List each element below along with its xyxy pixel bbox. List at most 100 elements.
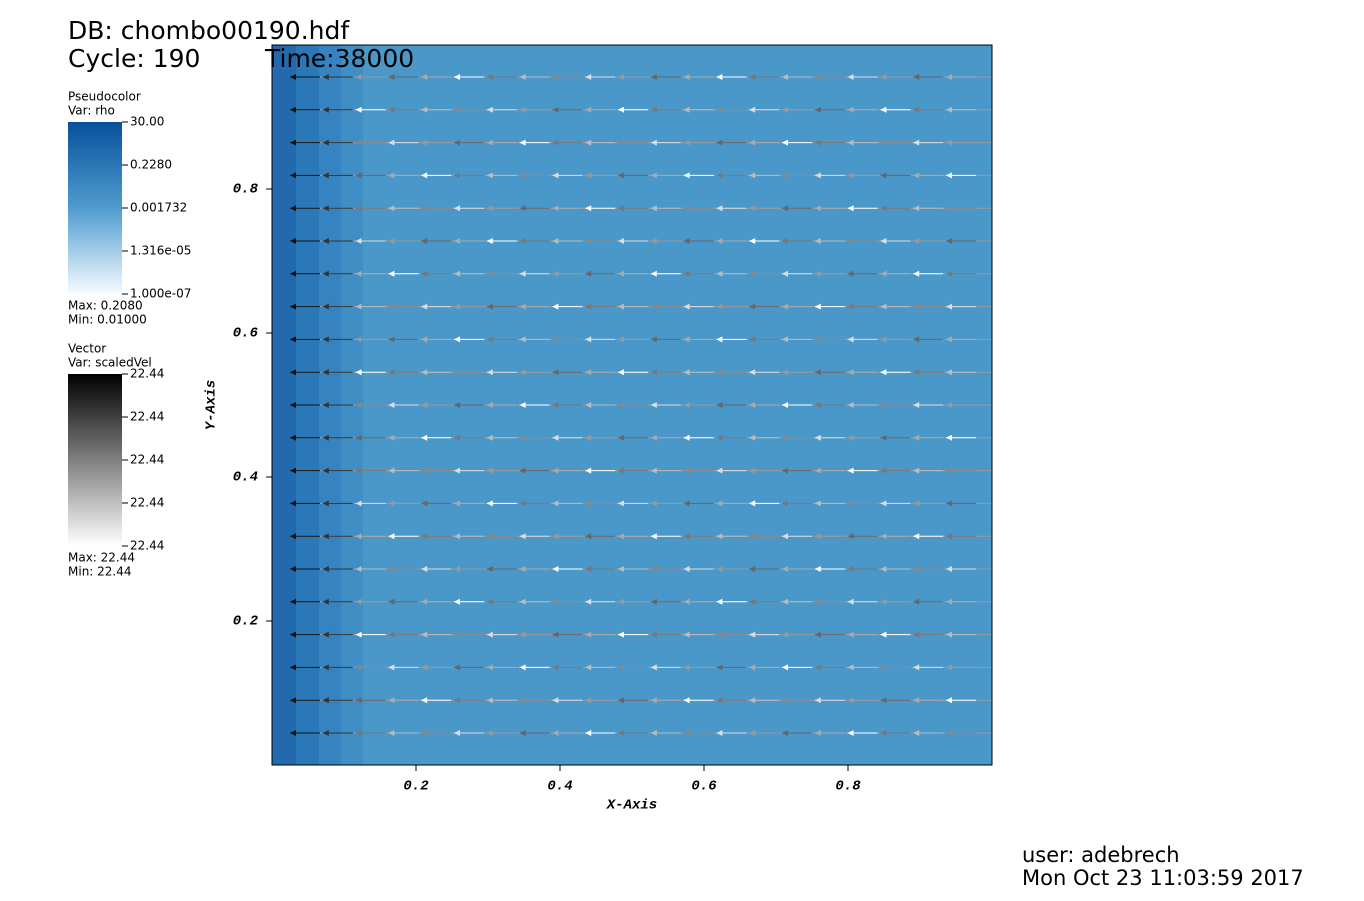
arrow-head [290, 74, 296, 80]
arrow-head [486, 730, 493, 736]
arrow-head [946, 533, 952, 540]
arrow-head [749, 139, 756, 146]
arrow-head [946, 336, 952, 343]
arrow-head [552, 467, 559, 474]
arrow-head [946, 631, 952, 638]
arrow-head [782, 205, 788, 212]
arrow-head [618, 730, 624, 736]
arrow-head [650, 730, 657, 736]
arrow-head [683, 566, 690, 572]
arrow-head [749, 336, 756, 343]
y-axis-label: Y-Axis [204, 380, 220, 430]
arrow-head [355, 205, 362, 212]
arrow-head [585, 402, 592, 408]
arrow-head [749, 106, 756, 113]
arrow-head [421, 238, 428, 244]
arrow-head [749, 500, 756, 507]
arrow-head [946, 664, 952, 671]
arrow-head [486, 697, 493, 704]
arrow-head [618, 172, 624, 179]
arrow-head [585, 139, 592, 146]
arrow-head [290, 664, 296, 671]
arrow-head [749, 270, 756, 277]
arrow-head [519, 336, 526, 343]
arrow-head [618, 402, 624, 408]
arrow-head [519, 402, 526, 408]
arrow-head [486, 598, 493, 605]
arrow-head [847, 402, 854, 408]
arrow-head [552, 74, 559, 80]
arrow-head [618, 500, 624, 507]
y-tick-label: 0.6 [233, 326, 259, 342]
arrow-head [322, 238, 329, 244]
arrow-head [486, 500, 493, 507]
arrow-head [421, 369, 428, 376]
arrow-head [913, 500, 920, 507]
arrow-head [519, 598, 526, 605]
arrow-head [716, 434, 723, 441]
arrow-head [290, 205, 296, 212]
arrow-head [814, 598, 821, 605]
arrow-head [421, 205, 428, 212]
arrow-head [454, 697, 460, 704]
arrow-head [486, 402, 493, 408]
arrow-head [552, 598, 559, 605]
legend-var: Var: scaledVel [68, 356, 152, 370]
arrow-head [322, 270, 329, 277]
arrow-head [454, 270, 460, 277]
arrow-head [913, 730, 920, 736]
arrow-head [880, 467, 887, 474]
arrow-head [519, 533, 526, 540]
arrow-head [847, 598, 854, 605]
arrow-head [322, 303, 329, 310]
arrow-head [618, 369, 624, 376]
arrow-head [814, 172, 821, 179]
arrow-head [716, 205, 723, 212]
arrow-head [946, 598, 952, 605]
arrow-head [552, 730, 559, 736]
arrow-head [552, 336, 559, 343]
arrow-head [519, 303, 526, 310]
arrow-head [814, 664, 821, 671]
arrow-head [650, 336, 657, 343]
arrow-head [421, 500, 428, 507]
colorbar-label: 22.44 [130, 367, 164, 381]
arrow-head [454, 238, 460, 244]
arrow-head [946, 205, 952, 212]
arrow-head [421, 270, 428, 277]
arrow-head [290, 434, 296, 441]
arrow-head [782, 74, 788, 80]
arrow-head [650, 74, 657, 80]
arrow-head [913, 172, 920, 179]
arrow-head [519, 238, 526, 244]
arrow-head [716, 533, 723, 540]
arrow-head [322, 402, 329, 408]
arrow-head [519, 270, 526, 277]
arrow-head [421, 697, 428, 704]
arrow-head [683, 238, 690, 244]
arrow-head [814, 500, 821, 507]
arrow-head [552, 238, 559, 244]
arrow-head [421, 336, 428, 343]
arrow-head [355, 369, 362, 376]
arrow-head [322, 369, 329, 376]
arrow-head [290, 631, 296, 638]
arrow-head [880, 533, 887, 540]
arrow-head [880, 205, 887, 212]
arrow-head [880, 270, 887, 277]
arrow-head [388, 74, 395, 80]
arrow-head [322, 106, 329, 113]
arrow-head [618, 205, 624, 212]
arrow-head [683, 631, 690, 638]
arrow-head [618, 467, 624, 474]
arrow-head [388, 303, 395, 310]
arrow-head [290, 238, 296, 244]
arrow-head [618, 566, 624, 572]
arrow-head [716, 631, 723, 638]
arrow-head [355, 631, 362, 638]
arrow-head [552, 106, 559, 113]
arrow-head [650, 402, 657, 408]
arrow-head [454, 369, 460, 376]
arrow-head [749, 664, 756, 671]
arrow-head [454, 664, 460, 671]
